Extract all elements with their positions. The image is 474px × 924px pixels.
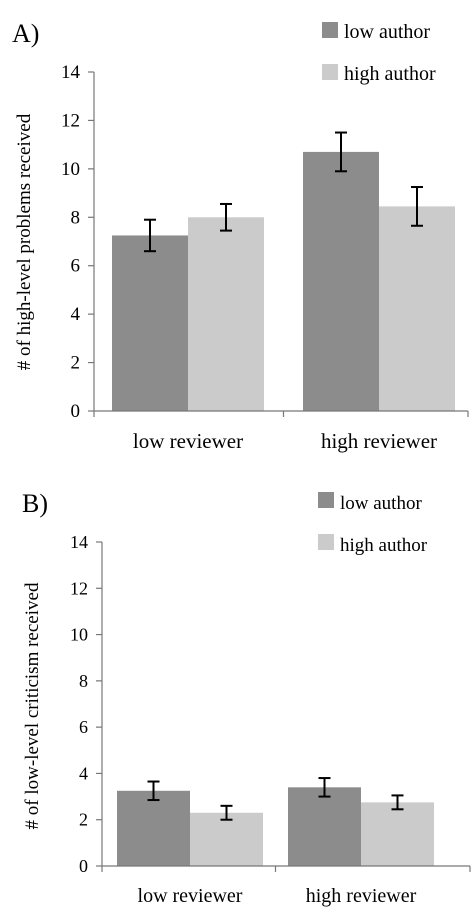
- panel-label-b: B): [22, 489, 48, 518]
- legend-label-high-author-a: high author: [344, 63, 436, 85]
- y-tick-label-a-6: 12: [61, 110, 80, 131]
- y-tick-label-b-1: 2: [79, 810, 88, 830]
- y-tick-label-b-3: 6: [79, 717, 88, 737]
- y-tick-label-a-0: 0: [71, 401, 81, 422]
- panel-label-a: A): [12, 19, 39, 48]
- plot-area-b: low reviewer high reviewer 0 2 4 6 8 10 12 14: [70, 532, 471, 907]
- y-axis-label-b: # of low-level criticism received: [22, 582, 43, 829]
- legend-swatch-low-author-b: [318, 492, 334, 508]
- legend-swatch-high-author-a: [322, 64, 338, 80]
- bar-b-0-0: [117, 790, 190, 866]
- bar-a-0-1: [188, 217, 264, 411]
- bar-b-0-1: [190, 812, 263, 866]
- y-tick-label-b-6: 12: [70, 578, 88, 598]
- legend-swatch-high-author-b: [318, 534, 334, 550]
- y-tick-label-a-5: 10: [61, 159, 80, 180]
- y-tick-label-b-2: 4: [79, 763, 88, 783]
- y-tick-label-a-2: 4: [71, 304, 81, 325]
- bar-a-1-1: [379, 206, 455, 411]
- plot-area-a: low reviewer high reviewer 0 2 4 6 8 10 12 14: [61, 62, 469, 453]
- y-tick-label-b-4: 8: [79, 671, 88, 691]
- bar-a-1-0: [303, 151, 379, 411]
- x-tick-label-b-1: high reviewer: [306, 885, 417, 907]
- legend-b: low author high author: [318, 492, 428, 556]
- bar-b-1-0: [288, 787, 361, 866]
- legend-label-low-author-a: low author: [344, 21, 430, 43]
- legend-a: low author high author: [322, 21, 436, 85]
- y-tick-label-b-0: 0: [79, 856, 88, 876]
- chart-panel-a: A) # of high-level problems received low…: [12, 19, 469, 453]
- y-tick-label-a-4: 8: [71, 207, 81, 228]
- bar-a-0-0: [112, 235, 188, 411]
- y-tick-label-b-5: 10: [70, 625, 88, 645]
- y-axis-label-a: # of high-level problems received: [14, 113, 35, 370]
- x-tick-label-a-1: high reviewer: [321, 429, 437, 453]
- bar-b-1-1: [361, 802, 434, 866]
- legend-swatch-low-author-a: [322, 22, 338, 38]
- legend-label-low-author-b: low author: [340, 493, 422, 514]
- y-tick-label-a-3: 6: [71, 256, 81, 277]
- y-tick-label-b-7: 14: [70, 532, 88, 552]
- y-tick-label-a-7: 14: [61, 62, 81, 83]
- legend-label-high-author-b: high author: [340, 535, 428, 556]
- y-tick-label-a-1: 2: [71, 353, 81, 374]
- x-tick-label-a-0: low reviewer: [133, 429, 243, 453]
- chart-panel-b: B) # of low-level criticism received low…: [22, 489, 471, 907]
- x-tick-label-b-0: low reviewer: [138, 885, 243, 907]
